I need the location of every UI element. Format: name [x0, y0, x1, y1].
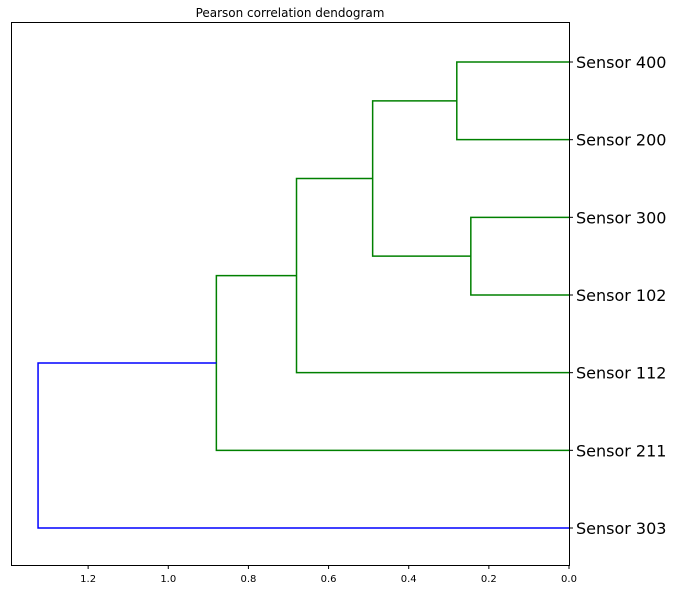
dendrogram-link: [37, 362, 569, 529]
leaf-label: Sensor 112: [576, 364, 666, 383]
x-tick-label: 0.8: [240, 574, 256, 585]
dendrogram-link: [456, 61, 569, 141]
chart-title: Pearson correlation dendogram: [196, 6, 385, 20]
plot-frame: [11, 22, 570, 566]
leaf-label: Sensor 400: [576, 53, 666, 72]
x-axis: 1.2 1.0 0.8 0.6 0.4 0.2 0.0: [80, 565, 577, 585]
leaf-label: Sensor 303: [576, 519, 666, 538]
x-tick-label: 0.6: [321, 574, 337, 585]
x-tick-label: 0.0: [561, 574, 577, 585]
dendrogram-link: [295, 177, 569, 374]
x-tick-label: 0.2: [481, 574, 497, 585]
leaf-labels: Sensor 400 Sensor 200 Sensor 300 Sensor 102…: [569, 53, 666, 538]
x-tick-label: 0.4: [401, 574, 417, 585]
dendrogram-links: [37, 61, 569, 529]
x-tick-label: 1.2: [80, 574, 96, 585]
dendrogram-link: [215, 274, 569, 452]
leaf-label: Sensor 300: [576, 208, 666, 227]
leaf-label: Sensor 200: [576, 131, 666, 150]
x-tick-label: 1.0: [160, 574, 176, 585]
dendrogram-link: [470, 216, 569, 296]
leaf-label: Sensor 211: [576, 441, 666, 460]
leaf-label: Sensor 102: [576, 286, 666, 305]
